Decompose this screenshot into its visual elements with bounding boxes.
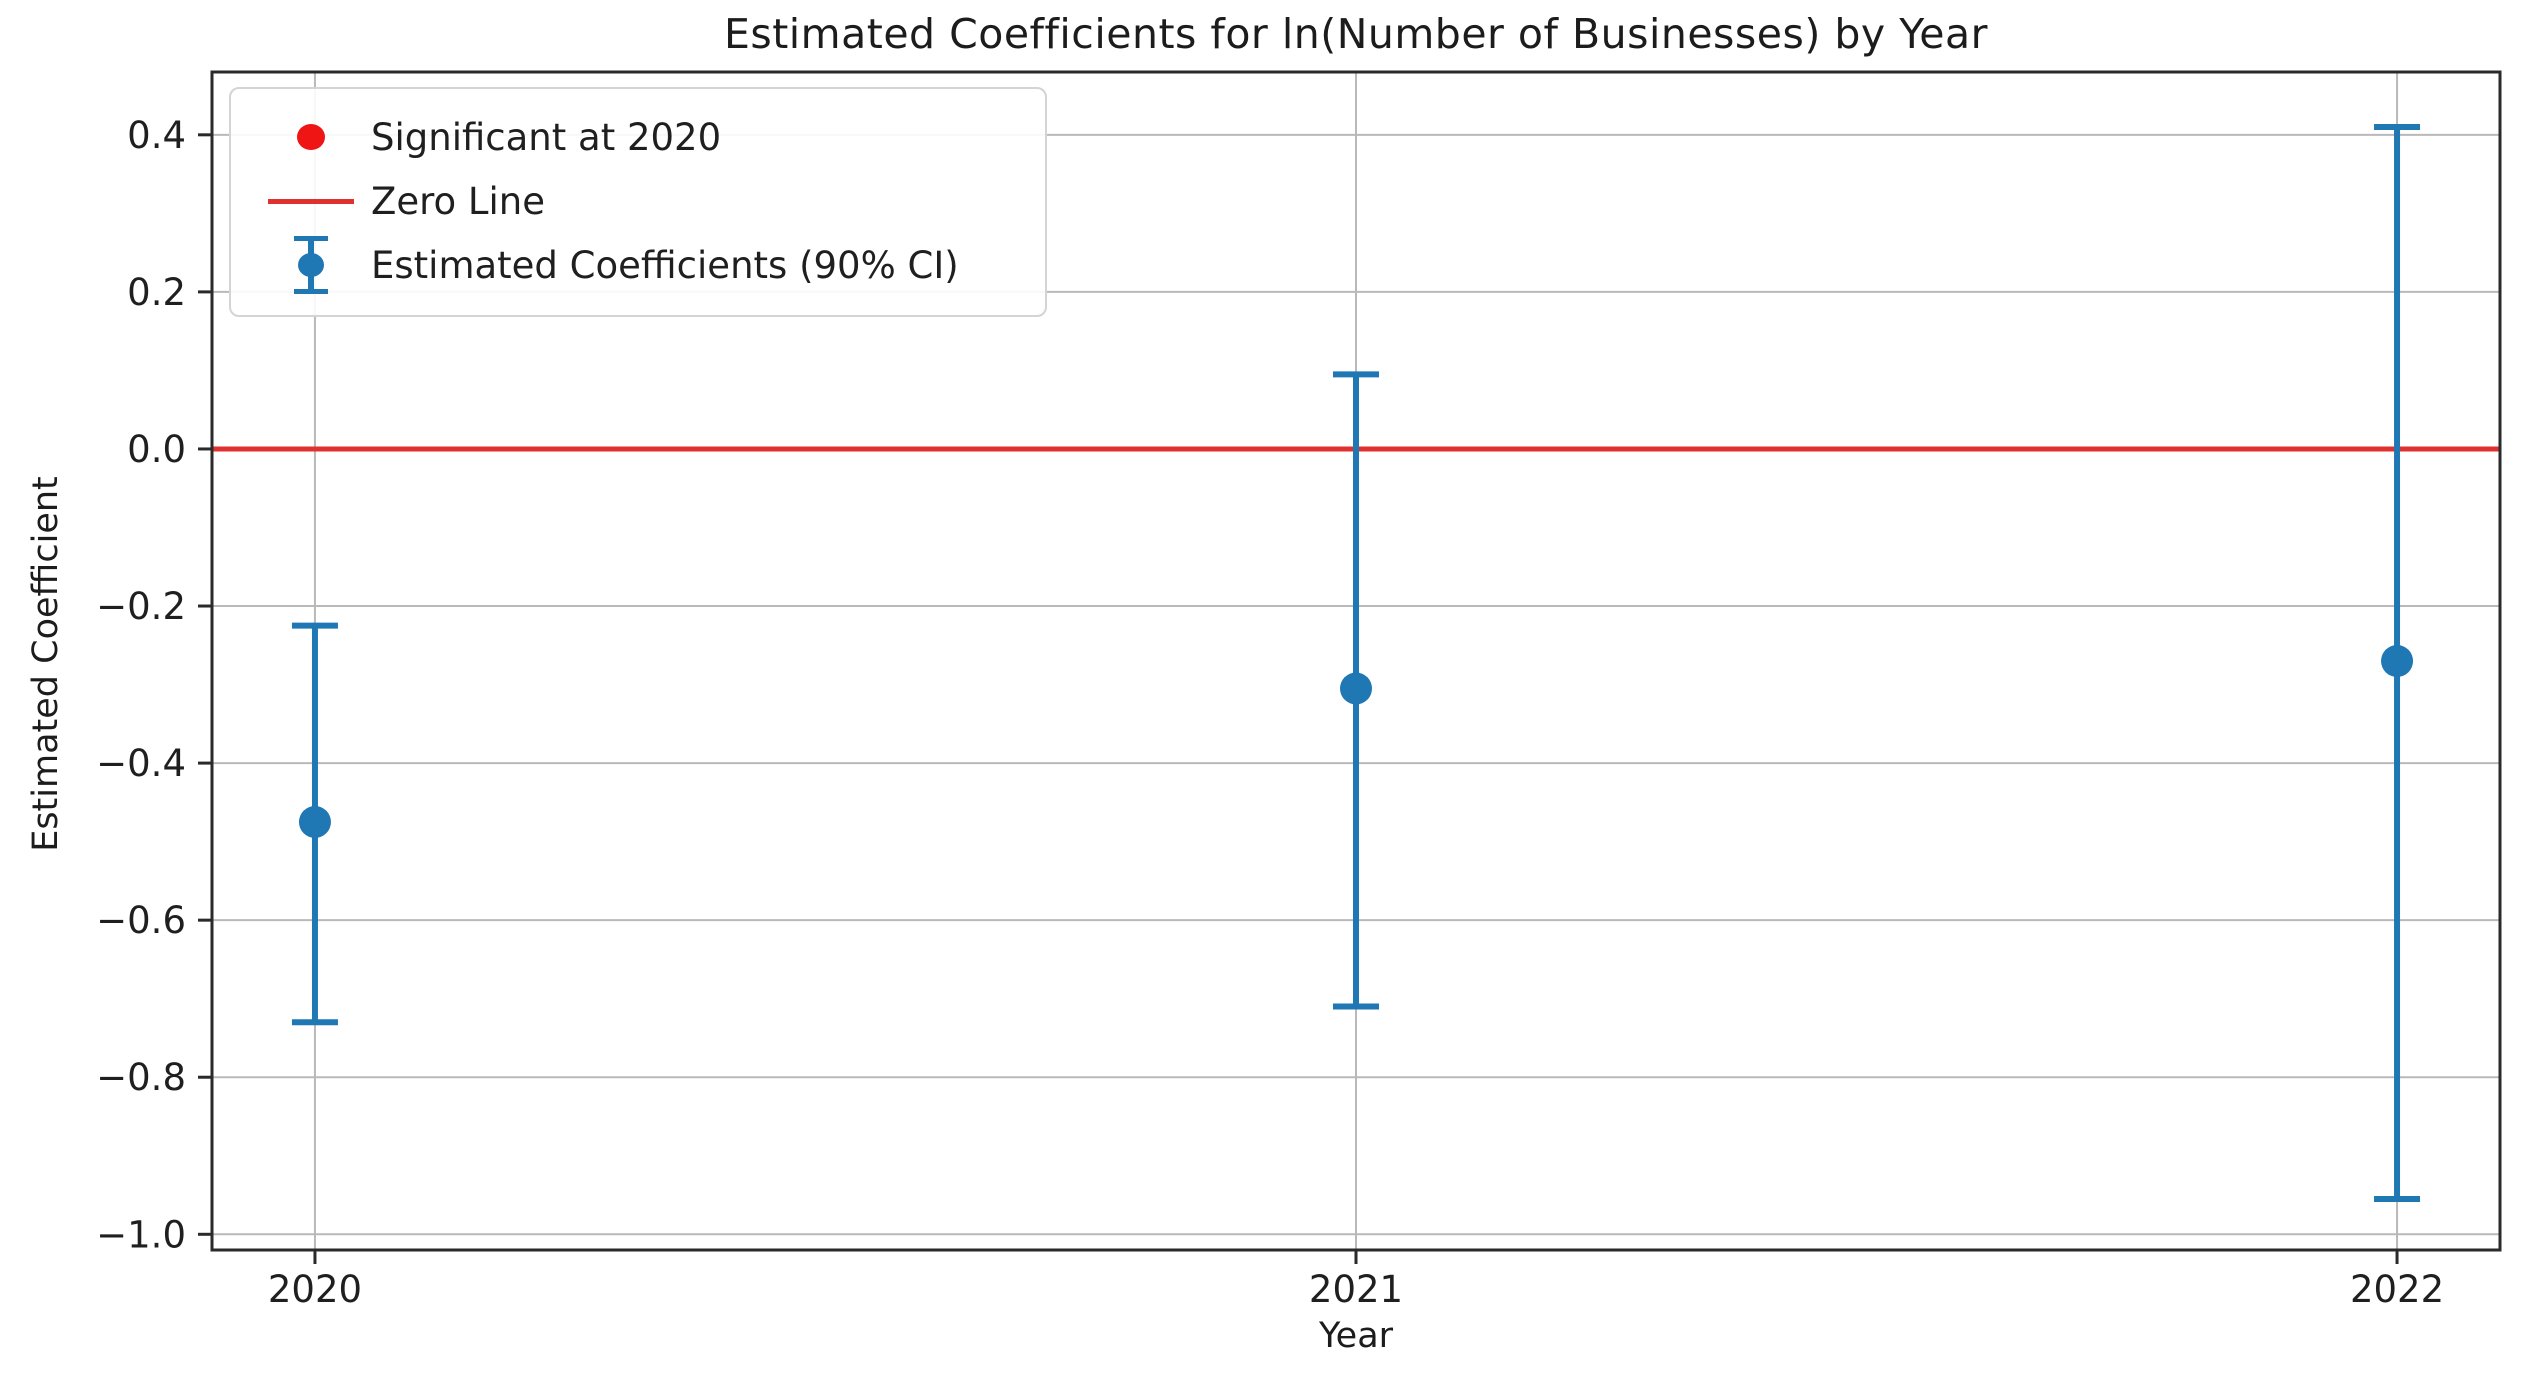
ytick-label--0.4: −0.4 bbox=[96, 742, 186, 785]
data-point-2022 bbox=[2381, 645, 2414, 677]
xtick-label-2022: 2022 bbox=[2350, 1268, 2444, 1311]
ytick-label--0.6: −0.6 bbox=[96, 899, 186, 942]
errorbar-cap-bottom bbox=[294, 289, 328, 294]
legend-row-zero-line: Zero Line bbox=[251, 169, 1025, 233]
legend-label-zero-line: Zero Line bbox=[371, 179, 546, 223]
legend-marker-cell bbox=[251, 124, 371, 150]
data-point-2021 bbox=[1340, 672, 1372, 705]
xtick-label-2021: 2021 bbox=[1309, 1268, 1403, 1311]
legend-label-significant: Significant at 2020 bbox=[371, 115, 722, 159]
ytick-label--1: −1.0 bbox=[96, 1213, 186, 1256]
legend-row-significant: Significant at 2020 bbox=[251, 105, 1025, 169]
y-axis-label: Estimated Coefficient bbox=[26, 476, 66, 852]
ytick-label-0.2: 0.2 bbox=[127, 271, 186, 314]
legend-marker-cell bbox=[251, 236, 371, 294]
ytick-label--0.2: −0.2 bbox=[96, 585, 186, 628]
ytick-label-0.4: 0.4 bbox=[127, 114, 186, 157]
chart-title: Estimated Coefficients for ln(Number of … bbox=[723, 10, 1989, 58]
significant-dot-icon bbox=[297, 124, 325, 150]
legend-label-coefficients: Estimated Coefficients (90% CI) bbox=[371, 243, 959, 287]
legend-row-coefficients: Estimated Coefficients (90% CI) bbox=[251, 233, 1025, 297]
ytick-label-0: 0.0 bbox=[127, 428, 186, 471]
xtick-label-2020: 2020 bbox=[268, 1268, 362, 1311]
zero-line-icon bbox=[268, 198, 354, 204]
legend: Significant at 2020 Zero Line Estimated … bbox=[229, 87, 1047, 317]
legend-marker-cell bbox=[251, 198, 371, 204]
errorbar-icon bbox=[294, 236, 328, 294]
ytick-label--0.8: −0.8 bbox=[96, 1056, 186, 1099]
data-point-2020 bbox=[298, 805, 331, 838]
x-axis-label: Year bbox=[1318, 1316, 1394, 1356]
errorbar-dot bbox=[298, 253, 324, 277]
